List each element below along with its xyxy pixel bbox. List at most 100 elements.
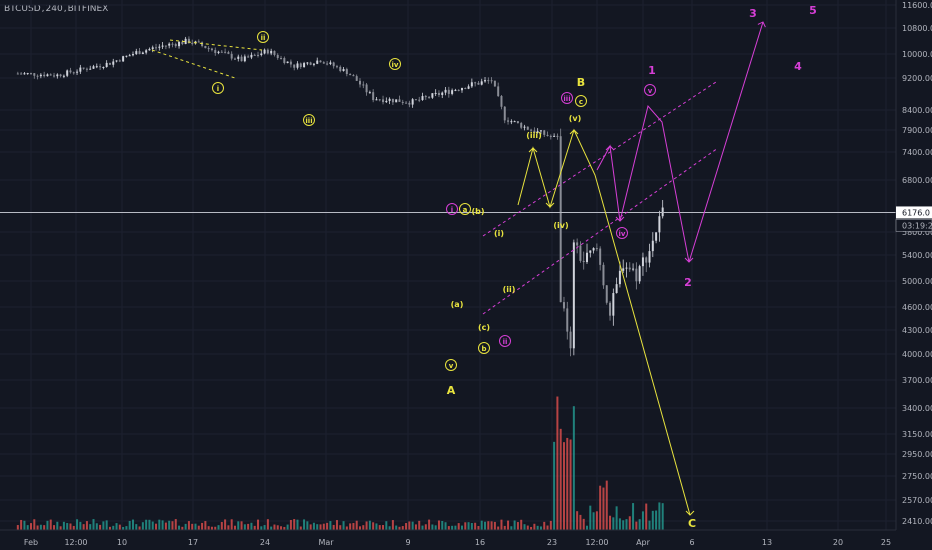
candle-body (661, 207, 664, 217)
candle-body (76, 71, 79, 73)
candle-body (329, 62, 332, 64)
candle-body (99, 66, 102, 68)
candle-body (85, 68, 88, 70)
candle-body (138, 51, 141, 55)
wave-label-paren-v: (v) (569, 114, 582, 123)
arrow-head (528, 147, 538, 153)
candle-body (46, 74, 49, 77)
candle-body (342, 69, 345, 72)
candle-body (622, 268, 625, 271)
volume-bar (115, 523, 118, 530)
volume-bar (500, 519, 503, 530)
candle-body (26, 73, 29, 75)
interval-label: 240 (45, 4, 63, 14)
volume-bar (210, 526, 213, 530)
candle-body (553, 135, 556, 137)
candle-body (141, 52, 144, 55)
candle-body (89, 68, 92, 70)
volume-bar (615, 506, 618, 530)
candle-body (164, 45, 167, 47)
candle-body (605, 285, 608, 303)
volume-bar (184, 523, 187, 530)
volume-bar (155, 523, 158, 530)
candle-body (174, 44, 177, 47)
current-price-label: 6176.0 (902, 208, 930, 217)
volume-bar (632, 503, 635, 530)
volume-bar (651, 510, 654, 530)
candle-body (349, 74, 352, 76)
volume-bar (546, 525, 549, 530)
volume-bar (526, 525, 529, 530)
volume-bar (148, 519, 151, 530)
price-axis: 11600.00 10800.00 10000.00 9200.00 8400.00 79… (895, 0, 932, 530)
volume-bar (240, 521, 243, 530)
candle-body (227, 52, 230, 54)
volume-bar (230, 519, 233, 530)
time-tick-label: 24 (260, 538, 270, 547)
volume-bar (645, 503, 648, 530)
candle-body (187, 38, 190, 43)
candle-body (503, 106, 506, 121)
volume-bar (536, 525, 539, 530)
candle-body (240, 56, 243, 62)
volume-bar (605, 480, 608, 530)
volume-bar (250, 522, 253, 530)
volume-bar (85, 521, 88, 530)
time-tick-label: Mar (318, 538, 334, 547)
candle-body (480, 81, 483, 85)
volume-bar (30, 523, 32, 530)
candle-body (53, 75, 56, 77)
candle-body (79, 67, 82, 72)
candle-body (306, 62, 309, 64)
volume-bar (408, 521, 411, 530)
volume-bar (388, 526, 391, 530)
candle-body (115, 60, 118, 62)
price-series (0, 36, 896, 357)
time-tick-label: 6 (689, 538, 694, 547)
countdown-label: 03:19:21 (902, 221, 932, 230)
volume-bar (638, 519, 641, 530)
price-tick-label: 8400.00 (902, 106, 932, 115)
volume-bar (648, 520, 651, 530)
volume-bar (586, 525, 589, 530)
candle-body (178, 41, 181, 47)
candle-body (543, 130, 546, 135)
volume-bar (523, 524, 526, 530)
exchange-label: BITFINEX (67, 4, 109, 14)
wave-label-i-circle (212, 82, 224, 94)
wave-label-B: B (577, 76, 585, 89)
candle-body (562, 302, 565, 309)
volume-bar (168, 520, 171, 530)
volume-bar (382, 525, 385, 530)
candle-body (388, 98, 391, 101)
candle-body (595, 248, 598, 250)
mwave-label-i-circle (446, 203, 458, 215)
volume-bar (122, 526, 125, 530)
volume-bar (421, 525, 424, 530)
candle-body (536, 131, 539, 133)
time-axis: Feb 12:00 10 17 24 Mar 9 16 23 12:00 Apr 6 13 20 25 (0, 529, 896, 547)
candle-body (289, 61, 292, 65)
candle-body (645, 257, 648, 263)
volume-bar (447, 526, 450, 530)
candle-body (484, 80, 487, 82)
price-tick-label: 7400.00 (902, 148, 932, 157)
candle-body (599, 248, 602, 265)
time-tick-label: Feb (24, 538, 38, 547)
volume-bar (105, 520, 108, 530)
mwave-label-iii-circle (561, 92, 573, 104)
candle-body (39, 74, 42, 77)
candle-body (566, 308, 569, 332)
volume-bar (612, 517, 615, 530)
volume-bar (398, 526, 401, 530)
candle-body (625, 267, 628, 269)
wave-label-paren-b: (b) (471, 207, 484, 216)
mwave-label-iv: iv (619, 230, 626, 238)
candle-body (549, 135, 552, 137)
volume-bar (286, 524, 289, 530)
volume-bar (273, 524, 276, 530)
volume-bar (431, 524, 434, 530)
wave-label-paren-ii: (ii) (503, 285, 516, 294)
time-tick-label: 25 (881, 538, 891, 547)
